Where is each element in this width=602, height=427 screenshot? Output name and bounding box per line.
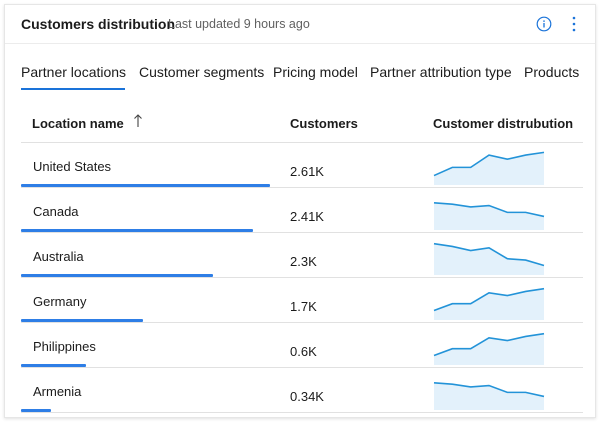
table-row[interactable]: United States 2.61K xyxy=(21,143,583,188)
row-divider xyxy=(21,412,583,413)
location-name: Armenia xyxy=(33,384,82,399)
row-divider xyxy=(21,232,583,233)
table-row[interactable]: Armenia 0.34K xyxy=(21,368,583,413)
location-name: Germany xyxy=(33,294,87,309)
column-header-distribution: Customer distrubution xyxy=(433,116,574,131)
sparkline-line xyxy=(433,332,545,357)
tab-partner-attribution-type[interactable]: Partner attribution type xyxy=(370,64,512,80)
distribution-sparkline xyxy=(433,151,545,185)
sparkline-area xyxy=(434,333,544,365)
column-header-customers[interactable]: Customers xyxy=(290,116,358,131)
location-name: Philippines xyxy=(33,339,96,354)
share-bar xyxy=(21,184,270,187)
column-header-location[interactable]: Location name xyxy=(32,116,124,131)
share-bar xyxy=(21,364,86,367)
sparkline-line xyxy=(433,202,545,218)
row-divider xyxy=(21,322,583,323)
tab-list: Partner locations Customer segments Pric… xyxy=(5,61,595,91)
customers-value: 0.34K xyxy=(290,389,324,404)
distribution-sparkline xyxy=(433,382,545,410)
sparkline-line xyxy=(433,382,545,398)
customers-value: 2.41K xyxy=(290,209,324,224)
share-bar xyxy=(21,319,143,322)
customers-value: 2.61K xyxy=(290,164,324,179)
tab-partner-locations[interactable]: Partner locations xyxy=(21,64,127,80)
tab-customer-segments[interactable]: Customer segments xyxy=(139,64,265,80)
location-name: Canada xyxy=(33,204,79,219)
tab-products[interactable]: Products xyxy=(524,64,580,80)
share-bar xyxy=(21,409,51,412)
table-row[interactable]: Australia 2.3K xyxy=(21,233,583,278)
tab-pricing-model[interactable]: Pricing model xyxy=(273,64,358,80)
row-divider xyxy=(21,367,583,368)
row-divider xyxy=(21,187,583,188)
card-title: Customers distribution xyxy=(21,16,176,32)
table-row[interactable]: Philippines 0.6K xyxy=(21,323,583,368)
customers-distribution-card: Customers distribution Last updated 9 ho… xyxy=(4,4,596,418)
sparkline-area xyxy=(434,382,544,410)
share-bar xyxy=(21,229,253,232)
distribution-sparkline xyxy=(433,202,545,230)
distribution-sparkline xyxy=(433,287,545,320)
sparkline-line xyxy=(433,287,545,312)
table-row[interactable]: Germany 1.7K xyxy=(21,278,583,323)
customers-value: 0.6K xyxy=(290,344,317,359)
info-icon[interactable] xyxy=(536,16,552,32)
card-header: Customers distribution Last updated 9 ho… xyxy=(5,5,595,44)
sparkline-line xyxy=(433,242,545,267)
sparkline-area xyxy=(434,243,544,275)
customers-value: 1.7K xyxy=(290,299,317,314)
sparkline-area xyxy=(434,202,544,230)
table-row[interactable]: Canada 2.41K xyxy=(21,188,583,233)
sparkline-line xyxy=(433,151,545,177)
customers-value: 2.3K xyxy=(290,254,317,269)
sparkline-area xyxy=(434,288,544,320)
active-tab-indicator xyxy=(21,88,125,90)
arrow-up-icon[interactable] xyxy=(133,113,143,129)
sparkline-area xyxy=(434,152,544,185)
distribution-sparkline xyxy=(433,332,545,365)
location-name: Australia xyxy=(33,249,84,264)
share-bar xyxy=(21,274,213,277)
more-vertical-icon[interactable] xyxy=(568,15,580,33)
distribution-sparkline xyxy=(433,242,545,275)
location-name: United States xyxy=(33,159,112,174)
header-divider xyxy=(21,142,583,143)
last-updated-text: Last updated 9 hours ago xyxy=(168,17,310,31)
row-divider xyxy=(21,277,583,278)
